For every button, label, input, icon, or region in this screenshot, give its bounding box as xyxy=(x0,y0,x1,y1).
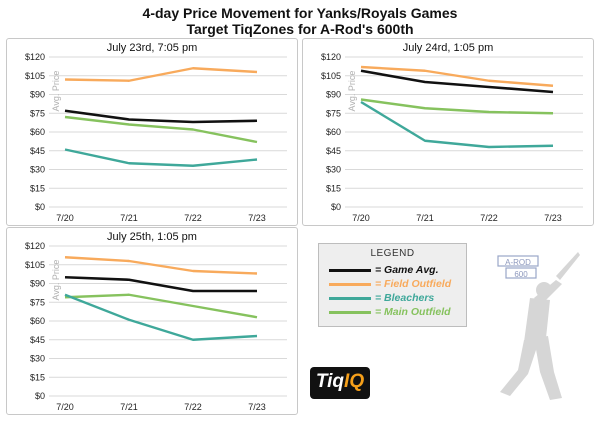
y-tick-label: $0 xyxy=(35,391,45,401)
legend-title: LEGEND xyxy=(370,248,415,259)
x-tick-label: 7/20 xyxy=(56,402,74,412)
legend-item-field-outfield: = Field Outfield xyxy=(329,278,469,292)
logo-text-b: IQ xyxy=(344,371,365,392)
y-tick-label: $60 xyxy=(30,127,45,137)
y-tick-label: $120 xyxy=(25,241,45,251)
legend-item-main-outfield: = Main Outfield xyxy=(329,306,469,320)
chart-panel-july-23: July 23rd, 7:05 pm $0 $15 $30 $45 $60 $75 $90 $1… xyxy=(6,38,298,226)
x-tick-label: 7/22 xyxy=(184,402,202,412)
y-tick-label: $75 xyxy=(30,297,45,307)
legend-item-bleachers: = Bleachers xyxy=(329,292,469,306)
x-tick-label: 7/23 xyxy=(544,213,562,223)
legend-item-game-avg: = Game Avg. xyxy=(329,264,469,278)
x-tick-label: 7/23 xyxy=(248,402,266,412)
legend-swatch-field-outfield xyxy=(329,283,371,286)
logo-text: TiqIQ xyxy=(310,371,370,393)
series-line-game-avg xyxy=(64,275,257,293)
chart-title: 4-day Price Movement for Yanks/Royals Ga… xyxy=(142,5,458,21)
chart-panel-july-24: July 24rd, 1:05 pm $0 $15 $30 $45 $60 $75 $90 $1… xyxy=(302,38,594,226)
y-tick-label: $15 xyxy=(30,183,45,193)
series-line-bleachers xyxy=(64,148,258,167)
legend-swatch-bleachers xyxy=(329,297,371,300)
series-line-main-outfield xyxy=(360,98,554,115)
series-line-bleachers xyxy=(360,100,554,149)
legend-label-main-outfield: = Main Outfield xyxy=(375,306,451,318)
chart-svg: July 24rd, 1:05 pm $0 $15 $30 $45 $60 $75 $90 $1… xyxy=(321,42,583,223)
y-tick-label: $30 xyxy=(30,165,45,175)
chart-subtitle: Target TiqZones for A-Rod's 600th xyxy=(186,21,414,37)
y-tick-label: $0 xyxy=(35,202,45,212)
chart-svg: July 23rd, 7:05 pm $0 $15 $30 $45 $60 $75 $90 $1… xyxy=(25,42,287,223)
legend-label-bleachers: = Bleachers xyxy=(375,292,435,304)
x-tick-label: 7/22 xyxy=(480,213,498,223)
series-line-main-outfield xyxy=(64,115,258,144)
y-axis-label: Avg. Price xyxy=(51,260,61,301)
legend-label-game-avg: = Game Avg. xyxy=(375,264,439,276)
series-line-field-outfield xyxy=(64,256,258,275)
series-line-bleachers xyxy=(64,293,258,341)
y-tick-label: $45 xyxy=(30,335,45,345)
x-tick-label: 7/20 xyxy=(352,213,370,223)
panel-title: July 24rd, 1:05 pm xyxy=(403,42,494,54)
chart-svg: July 25th, 1:05 pm $0 $15 $30 $45 $60 $75 $90 $1… xyxy=(25,231,287,412)
y-tick-label: $105 xyxy=(321,71,341,81)
x-tick-label: 7/21 xyxy=(416,213,434,223)
y-tick-label: $45 xyxy=(326,146,341,156)
x-tick-label: 7/21 xyxy=(120,402,138,412)
y-tick-label: $90 xyxy=(30,279,45,289)
legend-swatch-game-avg xyxy=(329,269,371,272)
series-line-game-avg xyxy=(360,69,554,94)
y-tick-label: $75 xyxy=(30,108,45,118)
x-tick-label: 7/22 xyxy=(184,213,202,223)
y-tick-label: $105 xyxy=(25,260,45,270)
y-tick-label: $120 xyxy=(25,52,45,62)
y-axis-label: Avg. Price xyxy=(51,71,61,112)
x-tick-label: 7/21 xyxy=(120,213,138,223)
y-tick-label: $90 xyxy=(326,90,341,100)
x-tick-label: 7/20 xyxy=(56,213,74,223)
y-tick-label: $90 xyxy=(30,90,45,100)
batter-silhouette-icon: A-ROD 600 xyxy=(497,252,580,400)
series-line-game-avg xyxy=(64,109,258,124)
y-tick-label: $0 xyxy=(331,202,341,212)
legend-label-field-outfield: = Field Outfield xyxy=(375,278,452,290)
y-tick-label: $30 xyxy=(326,165,341,175)
series-line-main-outfield xyxy=(64,293,258,319)
panel-title: July 25th, 1:05 pm xyxy=(107,231,197,243)
series-line-field-outfield xyxy=(64,67,258,82)
y-tick-label: $60 xyxy=(30,316,45,326)
y-tick-label: $30 xyxy=(30,354,45,364)
series-line-field-outfield xyxy=(360,65,554,87)
chart-panel-july-25: July 25th, 1:05 pm $0 $15 $30 $45 $60 $75 $90 $1… xyxy=(6,227,298,415)
y-tick-label: $120 xyxy=(321,52,341,62)
logo-text-a: Tiq xyxy=(315,371,345,392)
y-axis-label: Avg. Price xyxy=(347,71,357,112)
y-tick-label: $15 xyxy=(30,372,45,382)
y-tick-label: $15 xyxy=(326,183,341,193)
panel-title: July 23rd, 7:05 pm xyxy=(107,42,198,54)
tiqiq-logo: TiqIQ xyxy=(310,367,370,399)
y-tick-label: $45 xyxy=(30,146,45,156)
legend-swatch-main-outfield xyxy=(329,311,371,314)
y-tick-label: $105 xyxy=(25,71,45,81)
legend: LEGEND = Game Avg. = Field Outfield = Bl… xyxy=(318,243,467,327)
watermark-text-line2: 600 xyxy=(514,270,528,279)
watermark-text-line1: A-ROD xyxy=(505,258,531,267)
y-tick-label: $60 xyxy=(326,127,341,137)
x-tick-label: 7/23 xyxy=(248,213,266,223)
y-tick-label: $75 xyxy=(326,108,341,118)
